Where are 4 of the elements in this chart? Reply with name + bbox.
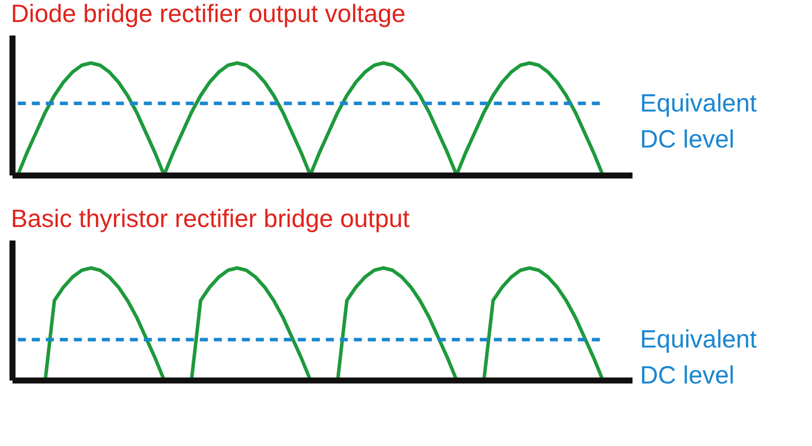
ref-line-label: Equivalent DC level: [640, 326, 757, 390]
ref-line-label: Equivalent DC level: [640, 89, 757, 154]
chart-title: Basic thyristor rectifier bridge output: [10, 205, 410, 233]
chart-title: Diode bridge rectifier output voltage: [10, 0, 406, 28]
